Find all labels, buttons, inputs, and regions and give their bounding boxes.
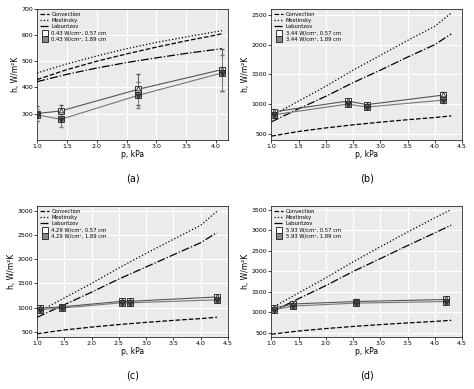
Legend: Convection, Mostinsky, Labuntzov, 4.29 W/cm², 0.57 cm, 4.29 W/cm², 1.89 cm: Convection, Mostinsky, Labuntzov, 4.29 W… — [39, 207, 108, 240]
Y-axis label: h, W/m²K: h, W/m²K — [11, 57, 20, 92]
X-axis label: p, kPa: p, kPa — [355, 347, 378, 356]
X-axis label: p, kPa: p, kPa — [121, 150, 144, 159]
Text: (b): (b) — [360, 173, 374, 184]
Legend: Convection, Mostinsky, Labuntzov, 0.43 W/cm², 0.57 cm, 0.43 W/cm², 1.89 cm: Convection, Mostinsky, Labuntzov, 0.43 W… — [39, 11, 108, 43]
X-axis label: p, kPa: p, kPa — [355, 150, 378, 159]
Legend: Convection, Mostinsky, Labuntzov, 5.93 W/cm², 0.57 cm, 5.93 W/cm², 1.89 cm: Convection, Mostinsky, Labuntzov, 5.93 W… — [273, 207, 342, 240]
Y-axis label: h, W/m²K: h, W/m²K — [7, 254, 16, 289]
Legend: Convection, Mostinsky, Labuntzov, 3.44 W/cm², 0.57 cm, 3.44 W/cm², 1.89 cm: Convection, Mostinsky, Labuntzov, 3.44 W… — [273, 11, 342, 43]
X-axis label: p, kPa: p, kPa — [121, 347, 144, 356]
Text: (c): (c) — [126, 371, 139, 381]
Text: (a): (a) — [126, 173, 139, 184]
Y-axis label: h, W/m²K: h, W/m²K — [241, 57, 250, 92]
Text: (d): (d) — [360, 371, 374, 381]
Y-axis label: h, W/m²K: h, W/m²K — [241, 254, 250, 289]
